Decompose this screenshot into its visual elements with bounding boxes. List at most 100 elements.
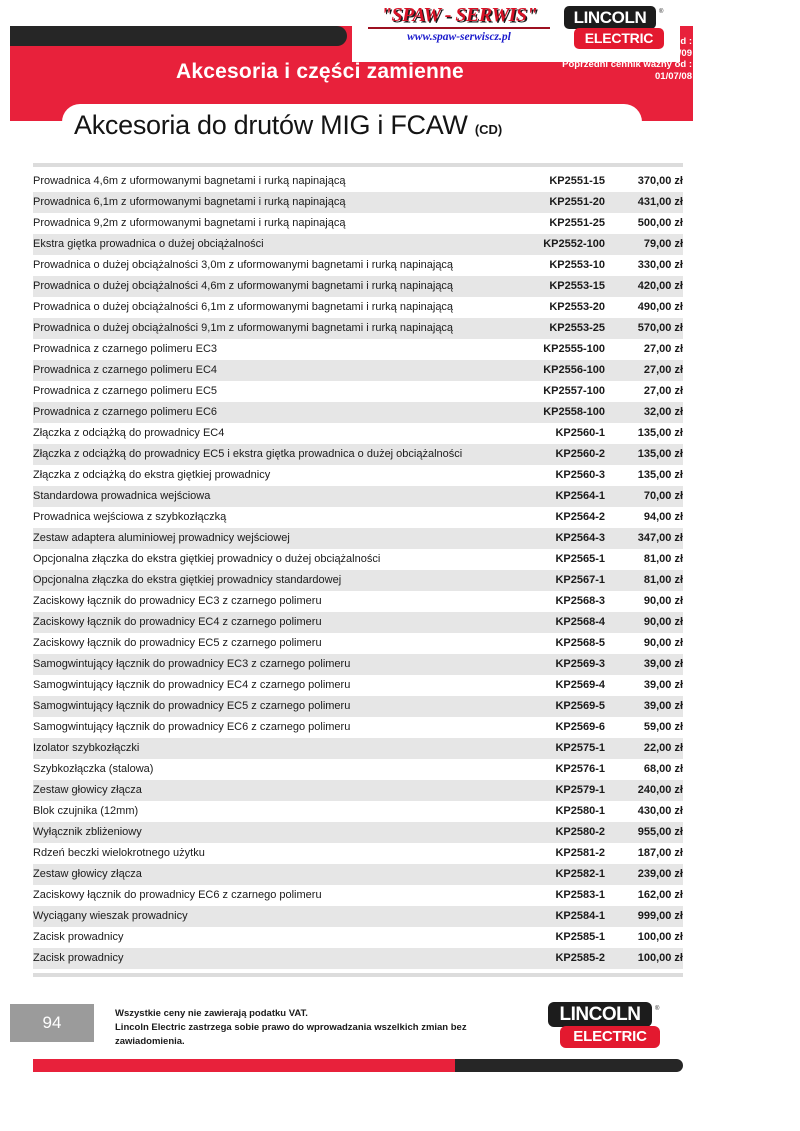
- table-row: Zaciskowy łącznik do prowadnicy EC6 z cz…: [33, 885, 683, 906]
- table-row: Złączka z odciążką do prowadnicy EC5 i e…: [33, 444, 683, 465]
- product-description: Zestaw adaptera aluminiowej prowadnicy w…: [33, 532, 290, 544]
- product-description: Prowadnica 6,1m z uformowanymi bagnetami…: [33, 196, 346, 208]
- footer-lincoln-wordmark: LINCOLN: [548, 1002, 652, 1027]
- table-row: Izolator szybkozłączki KP2575-1 22,00 zł: [33, 738, 683, 759]
- product-description: Izolator szybkozłączki: [33, 742, 140, 754]
- table-row: Samogwintujący łącznik do prowadnicy EC4…: [33, 675, 683, 696]
- product-description: Zaciskowy łącznik do prowadnicy EC4 z cz…: [33, 616, 322, 628]
- table-row: Zestaw adaptera aluminiowej prowadnicy w…: [33, 528, 683, 549]
- table-row: Prowadnica wejściowa z szybkozłączką KP25…: [33, 507, 683, 528]
- spaw-serwis-underline: [368, 27, 550, 29]
- product-price: 370,00 zł: [637, 175, 683, 187]
- page-header: Akcesoria i części zamienne Ważny od : 0…: [0, 0, 800, 156]
- table-row: Wyłącznik zbliżeniowy KP2580-2 955,00 zł: [33, 822, 683, 843]
- table-row: Prowadnica z czarnego polimeru EC5 KP2557…: [33, 381, 683, 402]
- table-row: Ekstra giętka prowadnica o dużej obciąża…: [33, 234, 683, 255]
- lincoln-electric-logo: LINCOLN ® ELECTRIC: [564, 6, 672, 54]
- product-description: Prowadnica z czarnego polimeru EC3: [33, 343, 218, 355]
- product-price: 420,00 zł: [637, 280, 683, 292]
- footer-disclaimer: Wszystkie ceny nie zawierają podatku VAT…: [115, 1007, 535, 1049]
- product-code: KP2568-3: [555, 595, 605, 607]
- page-footer: 94 Wszystkie ceny nie zawierają podatku …: [0, 996, 800, 1131]
- product-price: 135,00 zł: [637, 427, 683, 439]
- product-price: 240,00 zł: [637, 784, 683, 796]
- product-code: KP2583-1: [555, 889, 605, 901]
- product-code: KP2553-25: [549, 322, 605, 334]
- product-price: 955,00 zł: [637, 826, 683, 838]
- product-description: Rdzeń beczki wielokrotnego użytku: [33, 847, 205, 859]
- product-code: KP2569-6: [555, 721, 605, 733]
- previous-price-list-date: 01/07/08: [655, 70, 692, 82]
- product-code: KP2575-1: [555, 742, 605, 754]
- table-row: Zaciskowy łącznik do prowadnicy EC4 z cz…: [33, 612, 683, 633]
- product-price: 68,00 zł: [643, 763, 683, 775]
- electric-wordmark: ELECTRIC: [574, 28, 664, 49]
- product-price: 79,00 zł: [643, 238, 683, 250]
- table-row: Samogwintujący łącznik do prowadnicy EC5…: [33, 696, 683, 717]
- product-code: KP2551-25: [549, 217, 605, 229]
- product-code: KP2585-1: [555, 931, 605, 943]
- product-code: KP2553-10: [549, 259, 605, 271]
- footer-bar-red-segment: [33, 1059, 455, 1072]
- product-price: 135,00 zł: [637, 448, 683, 460]
- product-price: 100,00 zł: [637, 931, 683, 943]
- spaw-serwis-name: "SPAW - SERWIS": [380, 4, 538, 26]
- product-price: 39,00 zł: [643, 658, 683, 670]
- product-price: 81,00 zł: [643, 553, 683, 565]
- spaw-serwis-url: www.spaw-serwiscz.pl: [407, 31, 511, 43]
- product-price: 90,00 zł: [643, 595, 683, 607]
- table-bottom-divider: [33, 973, 683, 977]
- table-row: Samogwintujący łącznik do prowadnicy EC6…: [33, 717, 683, 738]
- product-code: KP2581-2: [555, 847, 605, 859]
- product-code: KP2564-2: [555, 511, 605, 523]
- product-code: KP2565-1: [555, 553, 605, 565]
- table-row: Złączka z odciążką do prowadnicy EC4 KP25…: [33, 423, 683, 444]
- page-title-suffix: (CD): [474, 122, 503, 137]
- product-code: KP2553-20: [549, 301, 605, 313]
- product-price: 22,00 zł: [643, 742, 683, 754]
- product-description: Prowadnica wejściowa z szybkozłączką: [33, 511, 227, 523]
- product-code: KP2552-100: [543, 238, 605, 250]
- product-description: Szybkozłączka (stalowa): [33, 763, 154, 775]
- registered-trademark-icon: ®: [659, 9, 664, 15]
- footer-lincoln-electric-logo: LINCOLN ® ELECTRIC: [548, 1002, 673, 1048]
- table-row: Prowadnica 4,6m z uformowanymi bagnetami…: [33, 171, 683, 192]
- product-price: 500,00 zł: [637, 217, 683, 229]
- product-code: KP2568-4: [555, 616, 605, 628]
- product-price: 27,00 zł: [643, 385, 683, 397]
- product-price: 570,00 zł: [637, 322, 683, 334]
- table-row: Rdzeń beczki wielokrotnego użytku KP2581-…: [33, 843, 683, 864]
- product-price: 70,00 zł: [643, 490, 683, 502]
- product-price: 431,00 zł: [637, 196, 683, 208]
- footer-note-line-2: Lincoln Electric zastrzega sobie prawo d…: [115, 1022, 467, 1047]
- section-title: Akcesoria i części zamienne: [176, 60, 464, 83]
- footer-bar-black-segment: [455, 1059, 683, 1072]
- lincoln-wordmark: LINCOLN: [564, 6, 656, 29]
- product-price: 27,00 zł: [643, 343, 683, 355]
- product-code: KP2564-1: [555, 490, 605, 502]
- product-description: Prowadnica o dużej obciążalności 3,0m z …: [33, 259, 454, 271]
- product-price: 330,00 zł: [637, 259, 683, 271]
- product-price: 90,00 zł: [643, 637, 683, 649]
- page-number-box: 94: [10, 1004, 94, 1042]
- table-row: Samogwintujący łącznik do prowadnicy EC3…: [33, 654, 683, 675]
- product-price: 999,00 zł: [637, 910, 683, 922]
- product-description: Opcjonalna złączka do ekstra giętkiej pr…: [33, 574, 342, 586]
- product-description: Zacisk prowadnicy: [33, 931, 124, 943]
- product-code: KP2551-20: [549, 196, 605, 208]
- price-table: Prowadnica 4,6m z uformowanymi bagnetami…: [33, 171, 683, 969]
- spaw-serwis-logo: "SPAW - SERWIS" www.spaw-serwiscz.pl: [364, 4, 554, 44]
- product-code: KP2558-100: [543, 406, 605, 418]
- product-code: KP2584-1: [555, 910, 605, 922]
- table-row: Standardowa prowadnica wejściowa KP2564-1…: [33, 486, 683, 507]
- footer-registered-trademark-icon: ®: [655, 1006, 660, 1012]
- product-code: KP2551-15: [549, 175, 605, 187]
- table-row: Zaciskowy łącznik do prowadnicy EC5 z cz…: [33, 633, 683, 654]
- page-title-card: Akcesoria do drutów MIG i FCAW (CD): [62, 104, 642, 156]
- product-code: KP2580-2: [555, 826, 605, 838]
- product-price: 32,00 zł: [643, 406, 683, 418]
- table-row: Prowadnica o dużej obciążalności 3,0m z …: [33, 255, 683, 276]
- product-description: Standardowa prowadnica wejściowa: [33, 490, 211, 502]
- product-price: 39,00 zł: [643, 679, 683, 691]
- product-description: Złączka z odciążką do ekstra giętkiej pr…: [33, 469, 271, 481]
